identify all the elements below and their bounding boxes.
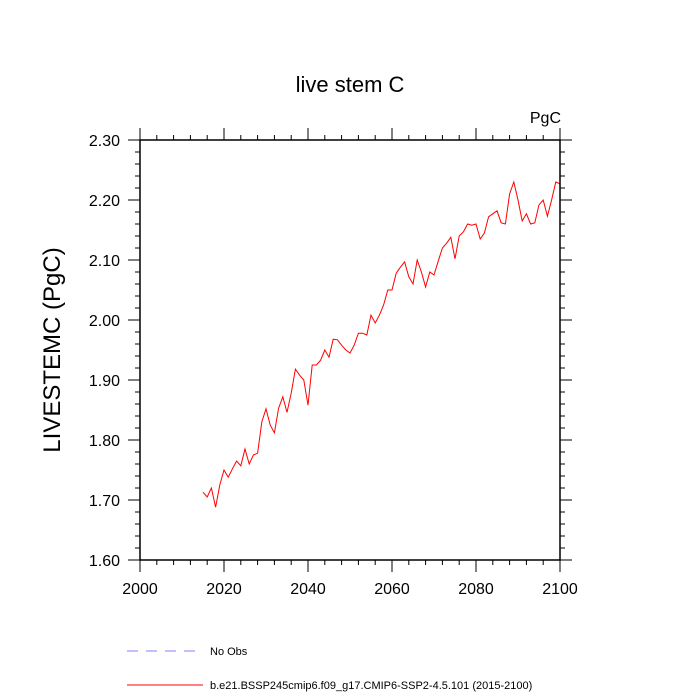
chart-title: live stem C	[296, 72, 405, 97]
x-tick-label: 2040	[290, 581, 326, 598]
y-tick-label: 1.60	[89, 553, 120, 570]
x-tick-label: 2080	[458, 581, 494, 598]
axis-tick-labels: 2000 2020 2040 2060 2080 2100 1.60 1.70 1.80 1.90…	[89, 133, 578, 598]
y-tick-label: 1.70	[89, 493, 120, 510]
series-line	[202, 180, 561, 508]
y-tick-label: 2.30	[89, 133, 120, 150]
y-tick-label: 2.20	[89, 193, 120, 210]
legend: No Obs b.e21.BSSP245cmip6.f09_g17.CMIP6-…	[127, 646, 532, 692]
axis-ticks	[128, 128, 572, 572]
x-tick-label: 2060	[374, 581, 410, 598]
y-tick-label: 2.10	[89, 253, 120, 270]
legend-label-no-obs: No Obs	[210, 646, 248, 658]
y-axis-label: LIVESTEMC (PgC)	[39, 247, 66, 452]
legend-label-model: b.e21.BSSP245cmip6.f09_g17.CMIP6-SSP2-4.…	[210, 680, 532, 692]
y-tick-label: 2.00	[89, 313, 120, 330]
x-tick-label: 2020	[206, 581, 242, 598]
y-tick-label: 1.80	[89, 433, 120, 450]
units-label: PgC	[530, 110, 561, 127]
plot-frame	[139, 139, 561, 561]
x-tick-label: 2100	[542, 581, 578, 598]
x-tick-label: 2000	[122, 581, 158, 598]
y-tick-label: 1.90	[89, 373, 120, 390]
